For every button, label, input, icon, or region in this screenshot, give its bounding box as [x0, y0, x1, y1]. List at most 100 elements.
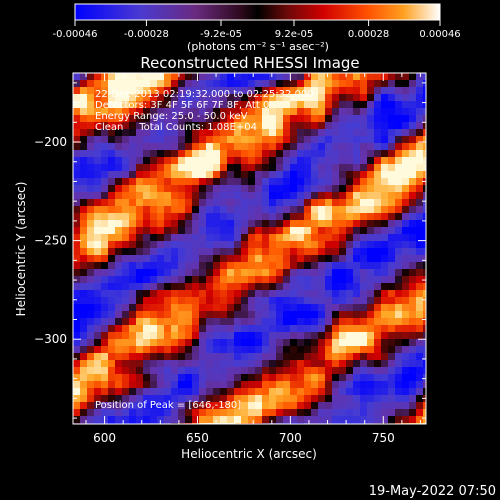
heatmap-cell	[381, 255, 389, 263]
heatmap-cell	[339, 122, 347, 130]
heatmap-cell	[87, 150, 95, 158]
heatmap-cell	[80, 290, 88, 298]
heatmap-cell	[157, 297, 165, 305]
heatmap-cell	[199, 241, 207, 249]
heatmap-cell	[192, 241, 200, 249]
heatmap-cell	[360, 276, 368, 284]
heatmap-cell	[297, 283, 305, 291]
heatmap-cell	[248, 73, 256, 81]
heatmap-cell	[150, 199, 158, 207]
heatmap-cell	[171, 353, 179, 361]
heatmap-cell	[220, 143, 228, 151]
heatmap-cell	[157, 269, 165, 277]
heatmap-cell	[150, 388, 158, 396]
heatmap-cell	[157, 395, 165, 403]
heatmap-cell	[311, 339, 319, 347]
heatmap-cell	[339, 276, 347, 284]
heatmap-cell	[325, 108, 333, 116]
heatmap-cell	[150, 255, 158, 263]
heatmap-cell	[297, 101, 305, 109]
heatmap-cell	[227, 269, 235, 277]
heatmap-cell	[150, 325, 158, 333]
heatmap-cell	[332, 108, 340, 116]
heatmap-cell	[290, 122, 298, 130]
heatmap-cell	[262, 220, 270, 228]
heatmap-cell	[108, 143, 116, 151]
heatmap-cell	[353, 185, 361, 193]
heatmap-cell	[80, 94, 88, 102]
heatmap-cell	[276, 339, 284, 347]
heatmap-cell	[416, 129, 424, 137]
heatmap-cell	[129, 164, 137, 172]
heatmap-cell	[409, 367, 417, 375]
heatmap-cell	[388, 164, 396, 172]
heatmap-cell	[304, 248, 312, 256]
heatmap-cell	[262, 143, 270, 151]
heatmap-cell	[227, 409, 235, 417]
heatmap-cell	[423, 234, 426, 242]
heatmap-cell	[185, 87, 193, 95]
heatmap-cell	[108, 290, 116, 298]
heatmap-cell	[87, 339, 95, 347]
heatmap-cell	[332, 402, 340, 410]
heatmap-cell	[178, 276, 186, 284]
heatmap-cell	[234, 73, 242, 81]
heatmap-cell	[80, 213, 88, 221]
heatmap-cell	[206, 164, 214, 172]
heatmap-cell	[227, 241, 235, 249]
heatmap-cell	[290, 367, 298, 375]
heatmap-cell	[416, 409, 424, 417]
heatmap-cell	[101, 87, 109, 95]
heatmap-cell	[73, 94, 81, 102]
heatmap-cell	[395, 122, 403, 130]
heatmap-cell	[136, 339, 144, 347]
heatmap-cell	[122, 416, 130, 424]
heatmap-cell	[262, 339, 270, 347]
heatmap-cell	[157, 374, 165, 382]
heatmap-cell	[283, 346, 291, 354]
heatmap-cell	[269, 164, 277, 172]
heatmap-cell	[227, 94, 235, 102]
heatmap-cell	[248, 318, 256, 326]
heatmap-cell	[157, 255, 165, 263]
heatmap-cell	[199, 304, 207, 312]
heatmap-cell	[367, 262, 375, 270]
heatmap-cell	[199, 227, 207, 235]
heatmap-cell	[101, 367, 109, 375]
heatmap-cell	[115, 185, 123, 193]
heatmap-cell	[332, 311, 340, 319]
heatmap-cell	[178, 374, 186, 382]
heatmap-cell	[423, 108, 426, 116]
heatmap-cell	[388, 185, 396, 193]
heatmap-cell	[248, 402, 256, 410]
heatmap-cell	[416, 192, 424, 200]
heatmap-cell	[304, 360, 312, 368]
heatmap-cell	[178, 360, 186, 368]
heatmap-cell	[353, 157, 361, 165]
heatmap-cell	[248, 241, 256, 249]
heatmap-cell	[108, 339, 116, 347]
heatmap-cell	[178, 241, 186, 249]
heatmap-cell	[325, 185, 333, 193]
heatmap-cell	[122, 381, 130, 389]
heatmap-cell	[297, 318, 305, 326]
heatmap-cell	[423, 129, 426, 137]
heatmap-cell	[304, 122, 312, 130]
heatmap-cell	[241, 262, 249, 270]
heatmap-cell	[164, 234, 172, 242]
heatmap-cell	[108, 360, 116, 368]
heatmap-cell	[255, 367, 263, 375]
heatmap-cell	[381, 283, 389, 291]
heatmap-cell	[115, 101, 123, 109]
heatmap-cell	[227, 318, 235, 326]
heatmap-cell	[283, 101, 291, 109]
heatmap-cell	[409, 283, 417, 291]
heatmap-cell	[262, 304, 270, 312]
heatmap-cell	[346, 255, 354, 263]
heatmap-cell	[73, 325, 81, 333]
heatmap-cell	[80, 416, 88, 424]
heatmap-cell	[150, 374, 158, 382]
heatmap-cell	[255, 73, 263, 81]
heatmap-cell	[192, 367, 200, 375]
heatmap-cell	[290, 171, 298, 179]
